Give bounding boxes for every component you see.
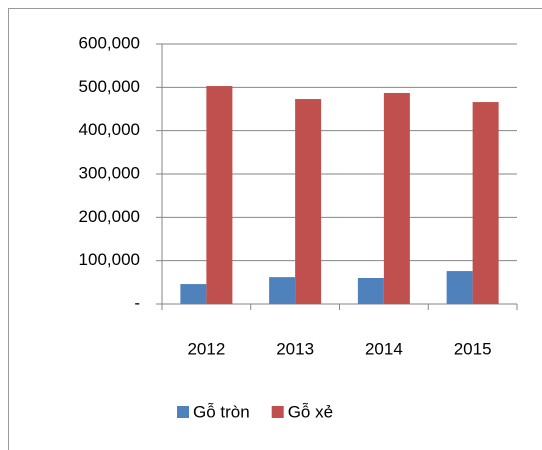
bar xyxy=(206,86,233,305)
y-tick-label: 200,000 xyxy=(79,207,140,226)
chart-frame xyxy=(8,8,542,450)
bar xyxy=(472,102,499,304)
bar xyxy=(180,284,207,304)
y-tick-label: 600,000 xyxy=(79,33,140,52)
x-tick-label: 2013 xyxy=(276,339,314,358)
y-tick-label: 400,000 xyxy=(79,120,140,139)
legend-swatch xyxy=(271,406,284,418)
bar xyxy=(269,277,296,304)
legend-swatch xyxy=(177,406,189,418)
y-tick-label: 500,000 xyxy=(79,77,140,96)
bar xyxy=(357,278,384,304)
x-tick-label: 2014 xyxy=(365,339,403,358)
x-tick-label: 2015 xyxy=(454,339,492,358)
legend-label: Gỗ tròn xyxy=(193,402,250,421)
bar xyxy=(446,271,473,304)
y-tick-label: - xyxy=(134,293,140,312)
x-tick-label: 2012 xyxy=(187,339,225,358)
legend-label: Gỗ xẻ xyxy=(288,402,333,421)
bar xyxy=(383,92,410,304)
bar xyxy=(295,99,322,305)
y-tick-label: 300,000 xyxy=(79,163,140,182)
y-tick-label: 100,000 xyxy=(79,250,140,269)
